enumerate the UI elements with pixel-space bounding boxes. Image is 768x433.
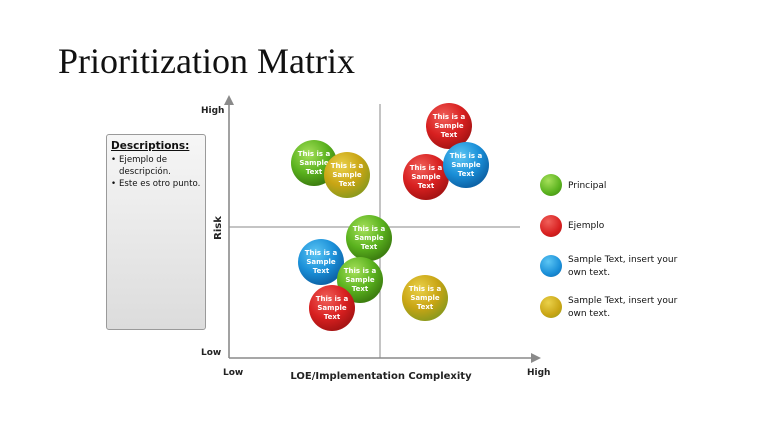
page-title: Prioritization Matrix [58,41,355,81]
bubble-circle [443,142,489,188]
bubble-label-line: Sample [332,171,361,179]
bubble-label: This is a Sample Text [353,225,386,251]
red-circle-icon [540,215,562,237]
bubble-label-line: Sample [354,234,383,242]
bubble-label: This is a Sample Text [344,267,377,293]
legend-item-blue: Sample Text, insert your own text. [540,254,740,294]
blue-circle-icon [540,255,562,277]
bubble-label: This is a Sample Text [298,150,331,176]
legend-item-ejemplo: Ejemplo [540,214,740,254]
bubble-circle [346,215,392,261]
description-item: • Ejemplo de descripción. [111,155,171,177]
bubble-label-line: This is a [450,152,483,160]
legend-label: Sample Text, insert your own text. [568,255,678,278]
bubble-label-line: Text [458,170,475,178]
y-high-label: High [201,106,224,116]
bubble-label-line: Text [339,180,356,188]
bubble-label: This is a Sample Text [433,113,466,139]
yellow-circle-icon [540,296,562,318]
bubble-label-line: This is a [410,164,443,172]
bubble-label-line: Text [417,303,434,311]
bubble-circle [426,103,472,149]
bubble-label-line: Sample [306,258,335,266]
bubble-label-line: Text [324,313,341,321]
blue-bubble: This is a Sample Text [443,142,489,188]
bubble-label-line: This is a [353,225,386,233]
y-axis-label: Risk [213,216,224,240]
x-axis-arrow [531,353,541,363]
bubble-label-line: Sample [317,304,346,312]
legend-item-yellow: Sample Text, insert your own text. [540,295,740,335]
y-low-label: Low [201,348,221,358]
bubble-label: This is a Sample Text [410,164,443,190]
descriptions-heading: Descriptions: [111,140,190,152]
descriptions-list: • Ejemplo de descripción. • Este es otro p… [110,154,202,190]
bubble-label: This is a Sample Text [409,285,442,311]
bubble-label: This is a Sample Text [305,249,338,275]
yellow-bubble: This is a Sample Text [402,275,448,321]
bubble-label-line: Sample [434,122,463,130]
x-low-label: Low [223,368,243,378]
bubble-label-line: Sample [299,159,328,167]
red-bubble: This is a Sample Text [403,154,449,200]
legend-label: Ejemplo [568,221,605,231]
x-high-label: High [527,368,550,378]
bubble-label-line: Sample [411,173,440,181]
bubble-label-line: This is a [409,285,442,293]
bubble-label: This is a Sample Text [316,295,349,321]
descriptions-box: Descriptions: • Ejemplo de descripción. •… [106,134,206,330]
green-bubble: This is a Sample Text [346,215,392,261]
bubble-label-line: This is a [331,162,364,170]
bubble-label-line: Text [441,131,458,139]
bubble-label: This is a Sample Text [450,152,483,178]
bubble-label-line: This is a [316,295,349,303]
green-circle-icon [540,174,562,196]
red-bubble: This is a Sample Text [309,285,355,331]
bubble-label-line: Sample [451,161,480,169]
bubble-label-line: Text [361,243,378,251]
bubble-circle [402,275,448,321]
y-axis-arrow [224,95,234,105]
green-bubble: This is a Sample Text [337,257,383,303]
x-axis-label: LOE/Implementation Complexity [290,371,472,382]
bubble-label-line: This is a [298,150,331,158]
bubble-label-line: Text [352,285,369,293]
bubble-label-line: This is a [344,267,377,275]
description-item: • Este es otro punto. [111,179,201,189]
red-bubble: This is a Sample Text [426,103,472,149]
bubble-circle [298,239,344,285]
bubble-label: This is a Sample Text [331,162,364,188]
bubble-label-line: Sample [345,276,374,284]
bubble-circle [337,257,383,303]
bubble-label-line: Text [418,182,435,190]
legend-label: Principal [568,181,607,191]
yellow-bubble: This is a Sample Text [324,152,370,198]
legend-label: Sample Text, insert your own text. [568,296,678,319]
bubble-label-line: Text [313,267,330,275]
bubble-label-line: Text [306,168,323,176]
bubble-circle [309,285,355,331]
blue-bubble: This is a Sample Text [298,239,344,285]
bubble-label-line: This is a [305,249,338,257]
bubble-circle [324,152,370,198]
bubble-label-line: This is a [433,113,466,121]
legend-item-principal: Principal [540,173,740,213]
bubble-circle [403,154,449,200]
bubble-label-line: Sample [410,294,439,302]
